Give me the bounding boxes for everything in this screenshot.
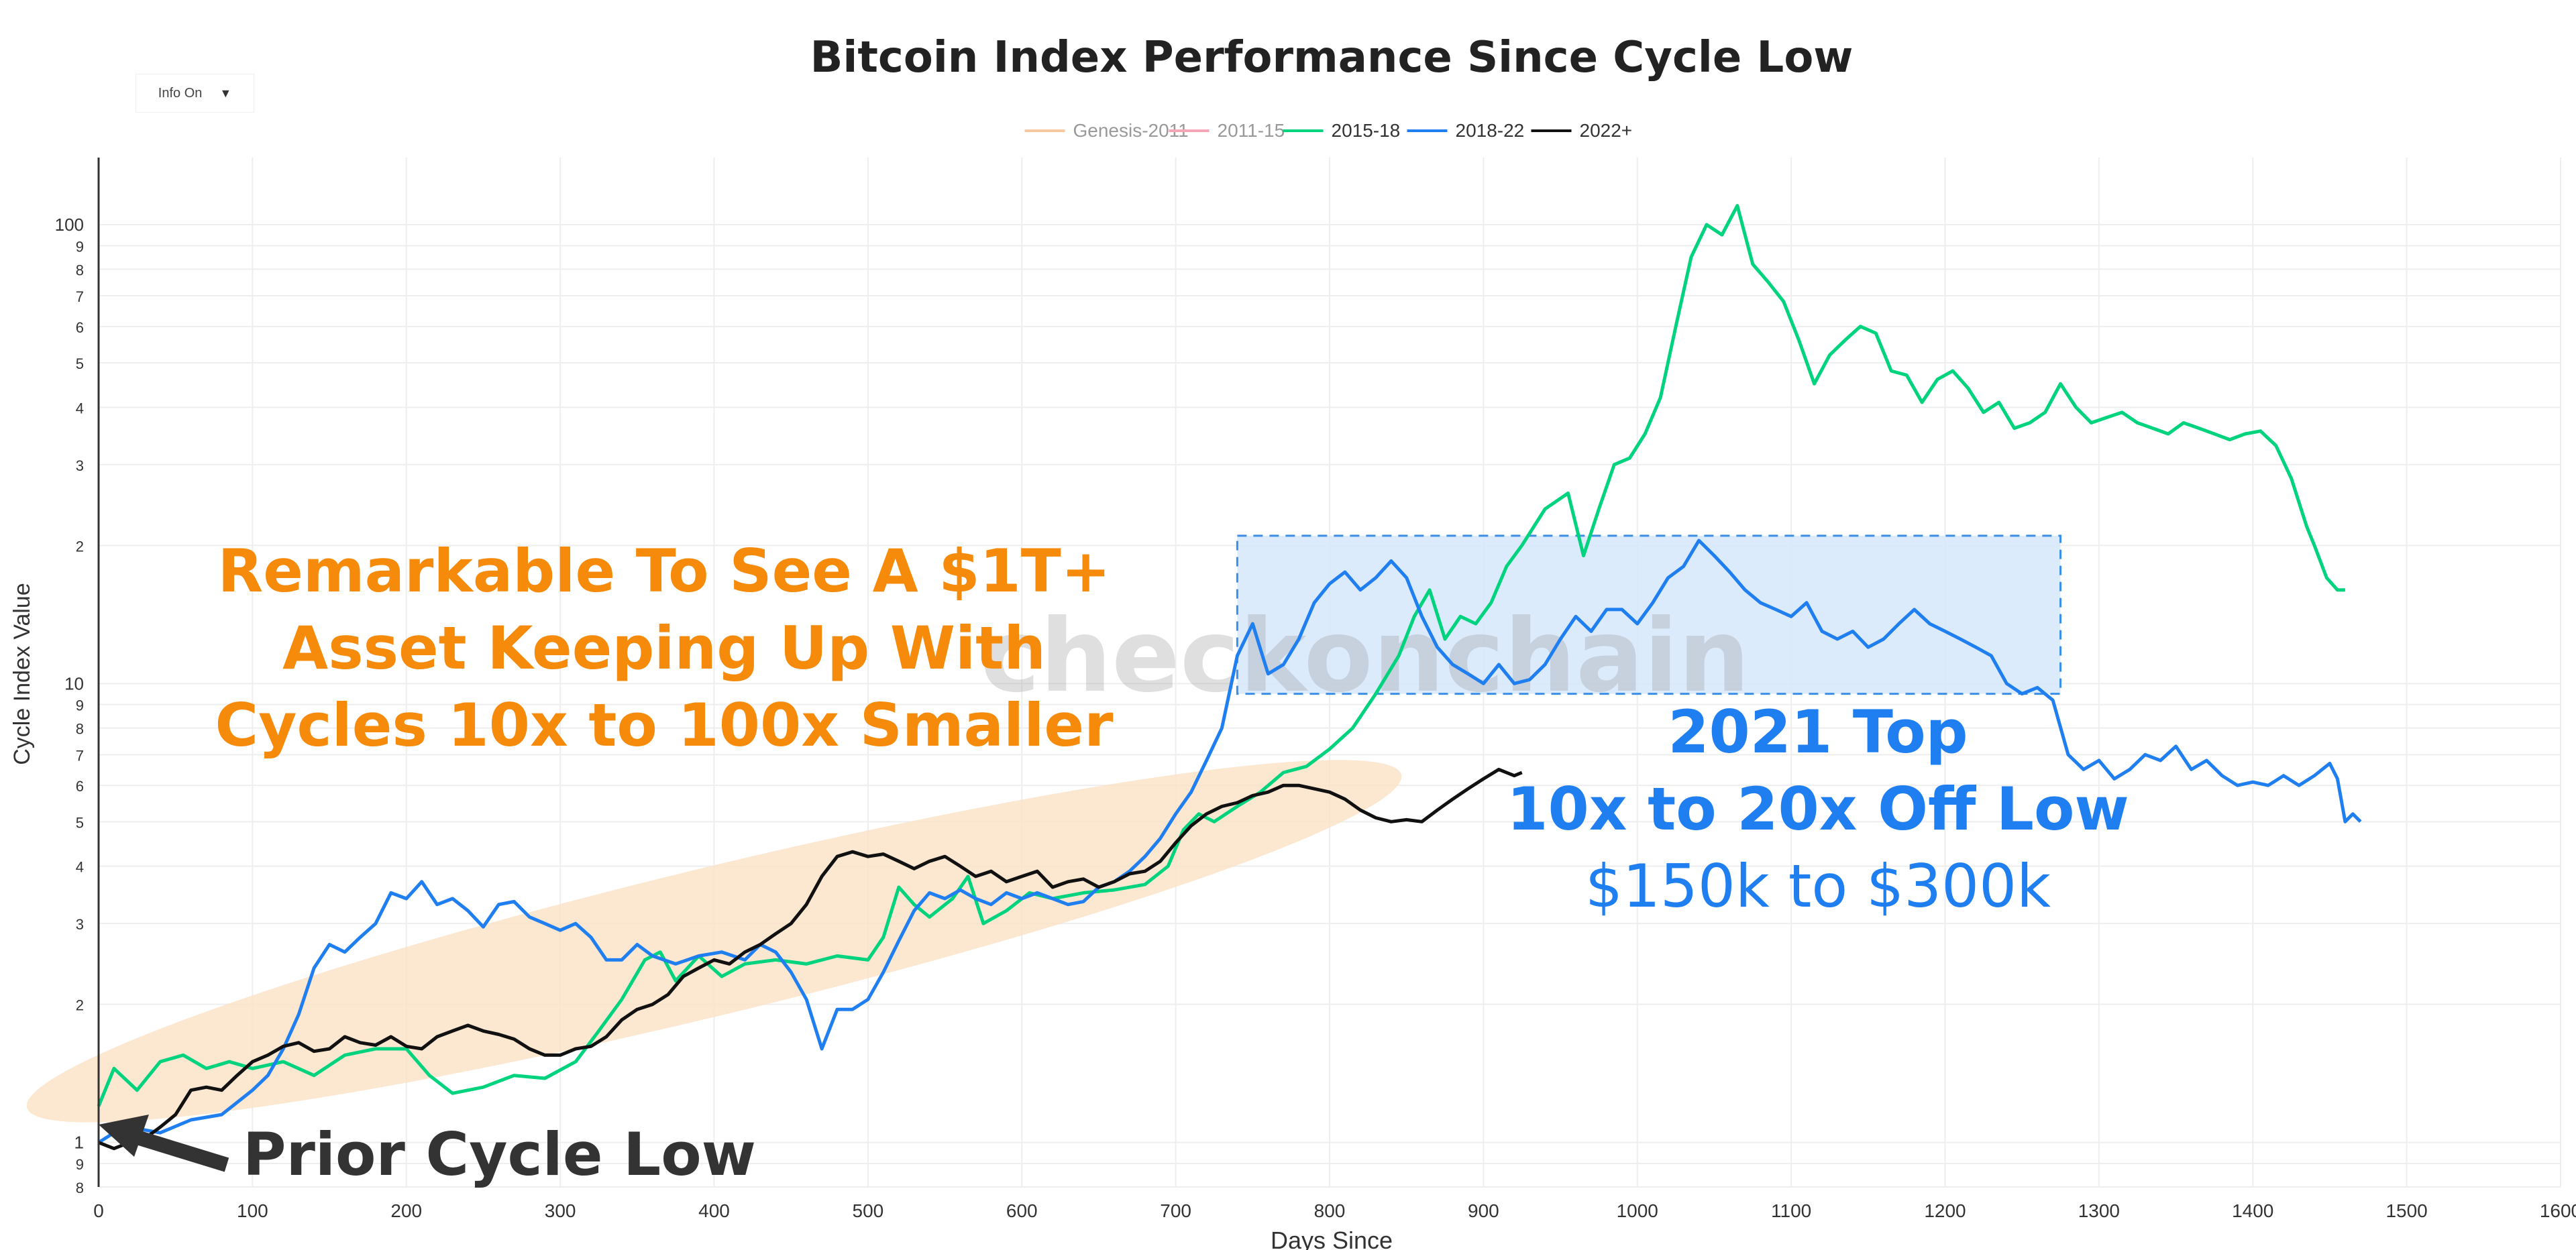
arrow-head-icon — [99, 1115, 149, 1157]
prior-low-label: Prior Cycle Low — [243, 1120, 756, 1189]
info-toggle-button[interactable]: Info On ▼ — [136, 74, 254, 113]
orange-claim-line-1: Remarkable To See A $1T+ — [217, 536, 1110, 606]
y-tick-label: 6 — [76, 319, 84, 336]
orange-claim-annotation: Remarkable To See A $1T+ Asset Keeping U… — [215, 536, 1114, 760]
y-axis-label: Cycle Index Value — [9, 583, 35, 765]
annotations: Remarkable To See A $1T+ Asset Keeping U… — [99, 536, 2129, 1189]
legend-item-2022+[interactable]: 2022+ — [1531, 120, 1633, 141]
y-tick-label: 7 — [76, 747, 84, 764]
x-tick-label: 1600 — [2540, 1200, 2576, 1221]
x-tick-label: 500 — [853, 1200, 884, 1221]
x-tick-label: 800 — [1314, 1200, 1346, 1221]
y-tick-label: 2 — [76, 997, 84, 1014]
y-tick-label: 8 — [76, 721, 84, 738]
legend: Genesis-2011 2011-15 2015-18 2018-22 2022+ — [1024, 120, 1633, 141]
x-tick-label: 1400 — [2232, 1200, 2273, 1221]
blue-top-annotation: 2021 Top 10x to 20x Off Low $150k to $30… — [1507, 697, 2129, 921]
blue-range-line: $150k to $300k — [1585, 852, 2051, 921]
y-tick-label: 100 — [55, 215, 84, 235]
x-tick-label: 200 — [390, 1200, 422, 1221]
x-tick-label: 1500 — [2385, 1200, 2427, 1221]
legend-label: 2022+ — [1580, 120, 1633, 141]
y-tick-label: 8 — [76, 262, 84, 278]
x-tick-label: 100 — [237, 1200, 268, 1221]
y-tick-label: 10 — [64, 673, 84, 693]
legend-label: 2018-22 — [1456, 120, 1525, 141]
arrow-icon — [121, 1126, 229, 1172]
x-tick-label: 1100 — [1771, 1200, 1811, 1221]
y-tick-label: 3 — [76, 916, 84, 933]
y-tick-label: 5 — [76, 355, 84, 372]
x-tick-label: 1200 — [1924, 1200, 1966, 1221]
legend-item-2011-15[interactable]: 2011-15 — [1169, 120, 1285, 141]
y-ticks: 8 9 1 2 3 4 5 6 7 8 9 10 2 3 4 5 6 7 8 9 100 — [55, 215, 84, 1196]
orange-claim-line-3: Cycles 10x to 100x Smaller — [215, 691, 1114, 760]
series-layer — [97, 204, 2362, 1151]
x-tick-label: 1000 — [1617, 1200, 1658, 1221]
x-tick-label: 600 — [1006, 1200, 1038, 1221]
legend-item-2015-18[interactable]: 2015-18 — [1283, 120, 1401, 141]
bands — [26, 534, 2062, 1123]
series-line-2015-18[interactable] — [97, 204, 2345, 1107]
highlight-ellipse — [26, 760, 1402, 1123]
x-tick-label: 900 — [1468, 1200, 1499, 1221]
watermark: checkonchain — [980, 598, 1750, 715]
y-tick-label: 9 — [76, 1156, 84, 1173]
legend-label: 2015-18 — [1332, 120, 1401, 141]
info-toggle-label: Info On — [158, 85, 203, 101]
legend-item-2018-22[interactable]: 2018-22 — [1407, 120, 1525, 141]
y-tick-label: 6 — [76, 778, 84, 795]
chart-title: Bitcoin Index Performance Since Cycle Lo… — [810, 33, 1854, 82]
y-tick-label: 1 — [74, 1133, 84, 1153]
y-tick-label: 8 — [76, 1180, 84, 1196]
y-tick-label: 5 — [76, 814, 84, 831]
y-tick-label: 9 — [76, 697, 84, 714]
legend-item-Genesis-2011[interactable]: Genesis-2011 — [1024, 120, 1189, 141]
blue-top-line-2: 10x to 20x Off Low — [1507, 775, 2129, 844]
blue-top-line-1: 2021 Top — [1668, 697, 1968, 766]
x-tick-label: 1300 — [2078, 1200, 2120, 1221]
series-line-2018-22[interactable] — [97, 538, 2362, 1144]
y-tick-label: 4 — [76, 400, 84, 416]
y-tick-label: 7 — [76, 288, 84, 305]
y-tick-label: 3 — [76, 457, 84, 474]
legend-label: 2011-15 — [1218, 120, 1285, 141]
orange-claim-line-2: Asset Keeping Up With — [282, 614, 1046, 683]
x-tick-label: 400 — [698, 1200, 730, 1221]
x-tick-label: 0 — [93, 1200, 104, 1221]
x-ticks: 0 100 200 300 400 500 600 700 800 900 1000 1100 1200… — [93, 1200, 2576, 1221]
prior-low-annotation: Prior Cycle Low — [99, 1115, 756, 1189]
y-tick-label: 4 — [76, 859, 84, 876]
x-tick-label: 700 — [1160, 1200, 1191, 1221]
highlight-box — [1236, 534, 2062, 695]
y-tick-label: 2 — [76, 538, 84, 555]
chevron-down-icon: ▼ — [219, 86, 232, 100]
y-tick-label: 9 — [76, 238, 84, 255]
x-tick-label: 300 — [545, 1200, 576, 1221]
series-line-2022+[interactable] — [98, 767, 1523, 1151]
x-axis-label: Days Since — [1271, 1227, 1393, 1250]
